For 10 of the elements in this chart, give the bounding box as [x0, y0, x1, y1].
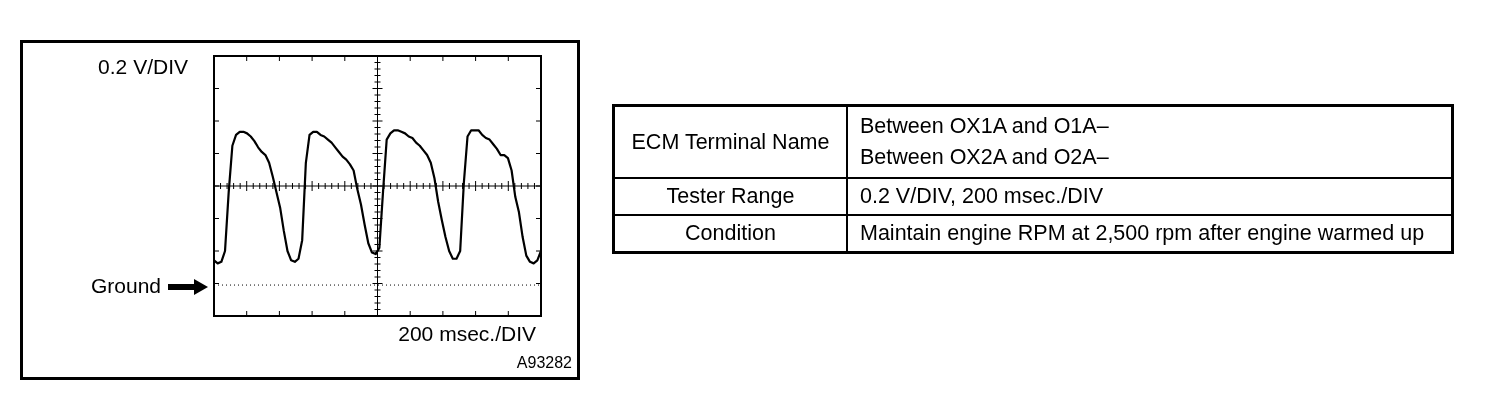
category-label: ECM Terminal Name [631, 129, 830, 154]
ref-line-label: Ground [90, 273, 161, 297]
category-label: Tester Range [666, 184, 795, 208]
text: Maintain engine RPM at 2,500 rpm after engine warmed up [860, 221, 1425, 245]
text: 0.2 V/DIV, 200 msec./DIV [860, 184, 1103, 208]
text: Between OX1A and O1A– Between OX2A and O2A– [860, 114, 1109, 169]
category-label: Condition [685, 221, 776, 245]
text: A93282 [516, 354, 573, 371]
y-axis-title: 0.2 V/DIV [98, 55, 188, 78]
x-axis-title: 200 msec./DIV [398, 322, 536, 345]
